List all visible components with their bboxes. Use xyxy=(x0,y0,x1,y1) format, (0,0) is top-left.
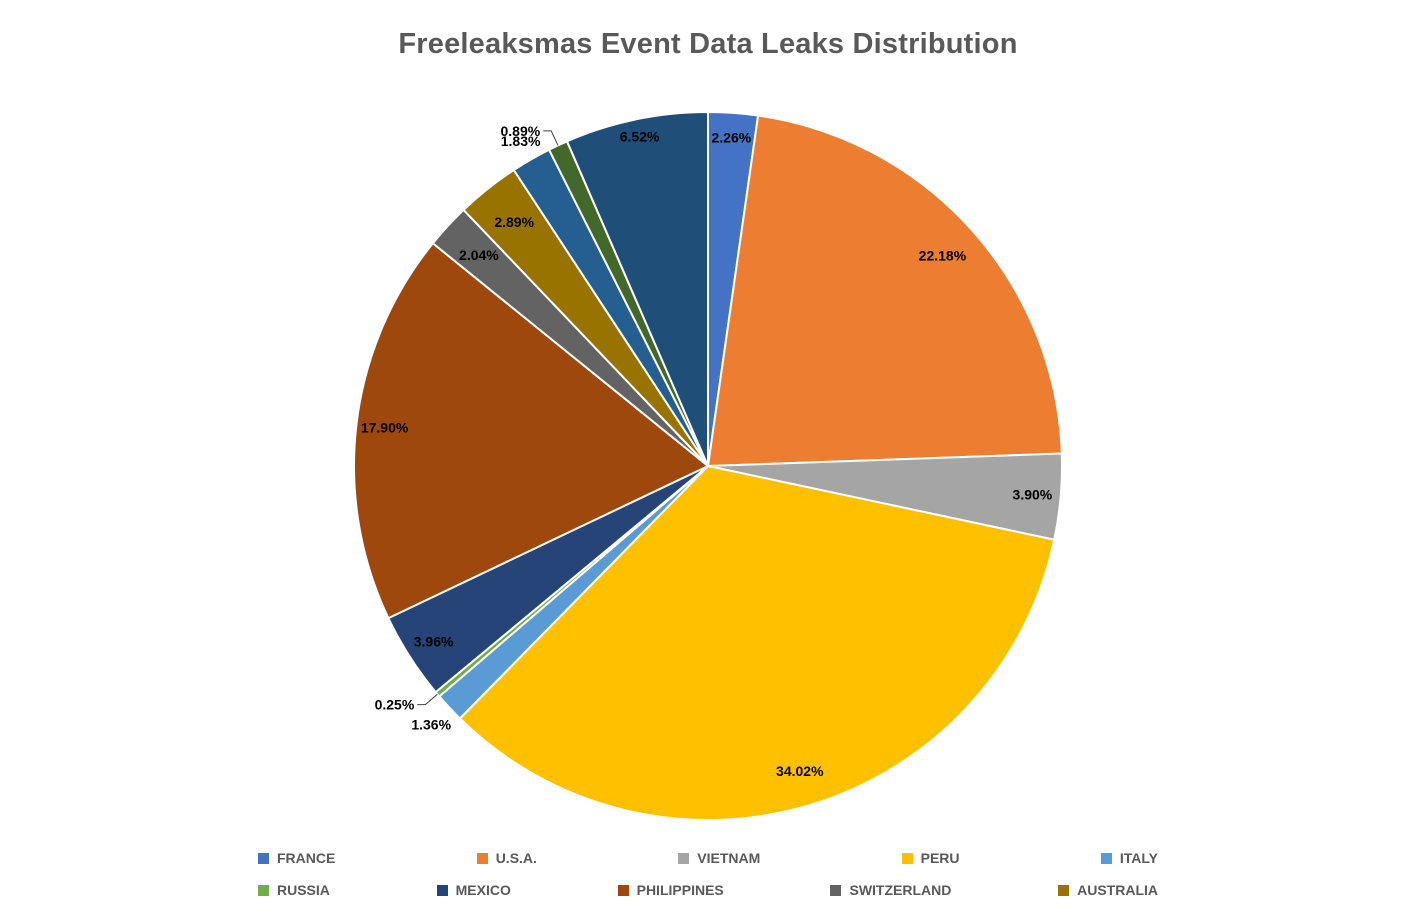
slice-data-label: 22.18% xyxy=(919,247,967,263)
slice-data-label: 2.26% xyxy=(712,130,752,146)
legend-item-france: FRANCE xyxy=(258,850,335,866)
slice-data-label: 3.96% xyxy=(414,633,454,649)
legend-item-italy: ITALY xyxy=(1100,850,1158,866)
label-leader-line xyxy=(543,130,559,146)
legend-label: RUSSIA xyxy=(277,882,330,898)
slice-data-label: 17.90% xyxy=(361,420,409,436)
legend-label: SWITZERLAND xyxy=(849,882,952,898)
label-leader-line xyxy=(417,693,438,706)
legend-marker xyxy=(901,852,913,864)
legend-label: VIETNAM xyxy=(697,850,761,866)
legend-item-u-s-a: U.S.A. xyxy=(476,850,537,866)
legend-label: PERU xyxy=(920,850,960,866)
pie-slice-u-s-a xyxy=(707,114,1063,467)
slice-data-label: 2.89% xyxy=(494,214,534,230)
legend-marker xyxy=(678,852,690,864)
legend-marker xyxy=(258,852,269,864)
chart-title: Freeleaksmas Event Data Leaks Distributi… xyxy=(398,28,1018,60)
slice-data-label: 3.90% xyxy=(1013,486,1053,502)
slice-data-label: 1.36% xyxy=(411,717,451,733)
legend-label: FRANCE xyxy=(277,850,336,866)
pie-slice-philippines xyxy=(353,242,709,620)
legend-row: RUSSIA MEXICO PHILIPPINES SWITZERLAND AUSTRA… xyxy=(258,874,1158,906)
slice-data-label: 6.52% xyxy=(620,129,660,145)
slice-data-label: 2.04% xyxy=(459,247,499,263)
slice-data-label: 0.89% xyxy=(500,123,540,139)
legend-marker xyxy=(830,884,842,896)
legend-label: PHILIPPINES xyxy=(636,882,724,898)
legend-marker xyxy=(1058,884,1070,896)
pie-slice-13 xyxy=(566,111,709,467)
legend-marker xyxy=(1100,852,1112,864)
slice-data-label: 34.02% xyxy=(776,763,824,779)
legend-marker xyxy=(617,884,629,896)
legend-item-philippines: PHILIPPINES xyxy=(617,882,724,898)
legend-marker xyxy=(436,884,448,896)
legend-item-switzerland: SWITZERLAND xyxy=(830,882,951,898)
legend-item-vietnam: VIETNAM xyxy=(678,850,760,866)
legend-row: FRANCE U.S.A. VIETNAM PERU ITALY xyxy=(258,842,1158,874)
slice-data-label: 0.25% xyxy=(375,697,415,713)
legend-item-mexico: MEXICO xyxy=(436,882,511,898)
pie-chart: 2.26% 22.18% 3.90% 34.02% 1.36% 0.25% 3.96% 17.… xyxy=(353,111,1063,821)
chart-legend: FRANCE U.S.A. VIETNAM PERU ITALY RUSSIA MEXICO… xyxy=(258,842,1158,906)
legend-label: ITALY xyxy=(1119,850,1158,866)
legend-item-australia: AUSTRALIA xyxy=(1058,882,1158,898)
legend-marker xyxy=(258,884,269,896)
legend-label: MEXICO xyxy=(455,882,511,898)
slice-data-label: 1.83% xyxy=(501,133,541,149)
pie-slice-peru xyxy=(458,465,1056,821)
legend-marker xyxy=(476,852,488,864)
legend-item-russia: RUSSIA xyxy=(258,882,330,898)
legend-label: U.S.A. xyxy=(495,850,537,866)
legend-item-peru: PERU xyxy=(901,850,960,866)
legend-label: AUSTRALIA xyxy=(1077,882,1158,898)
